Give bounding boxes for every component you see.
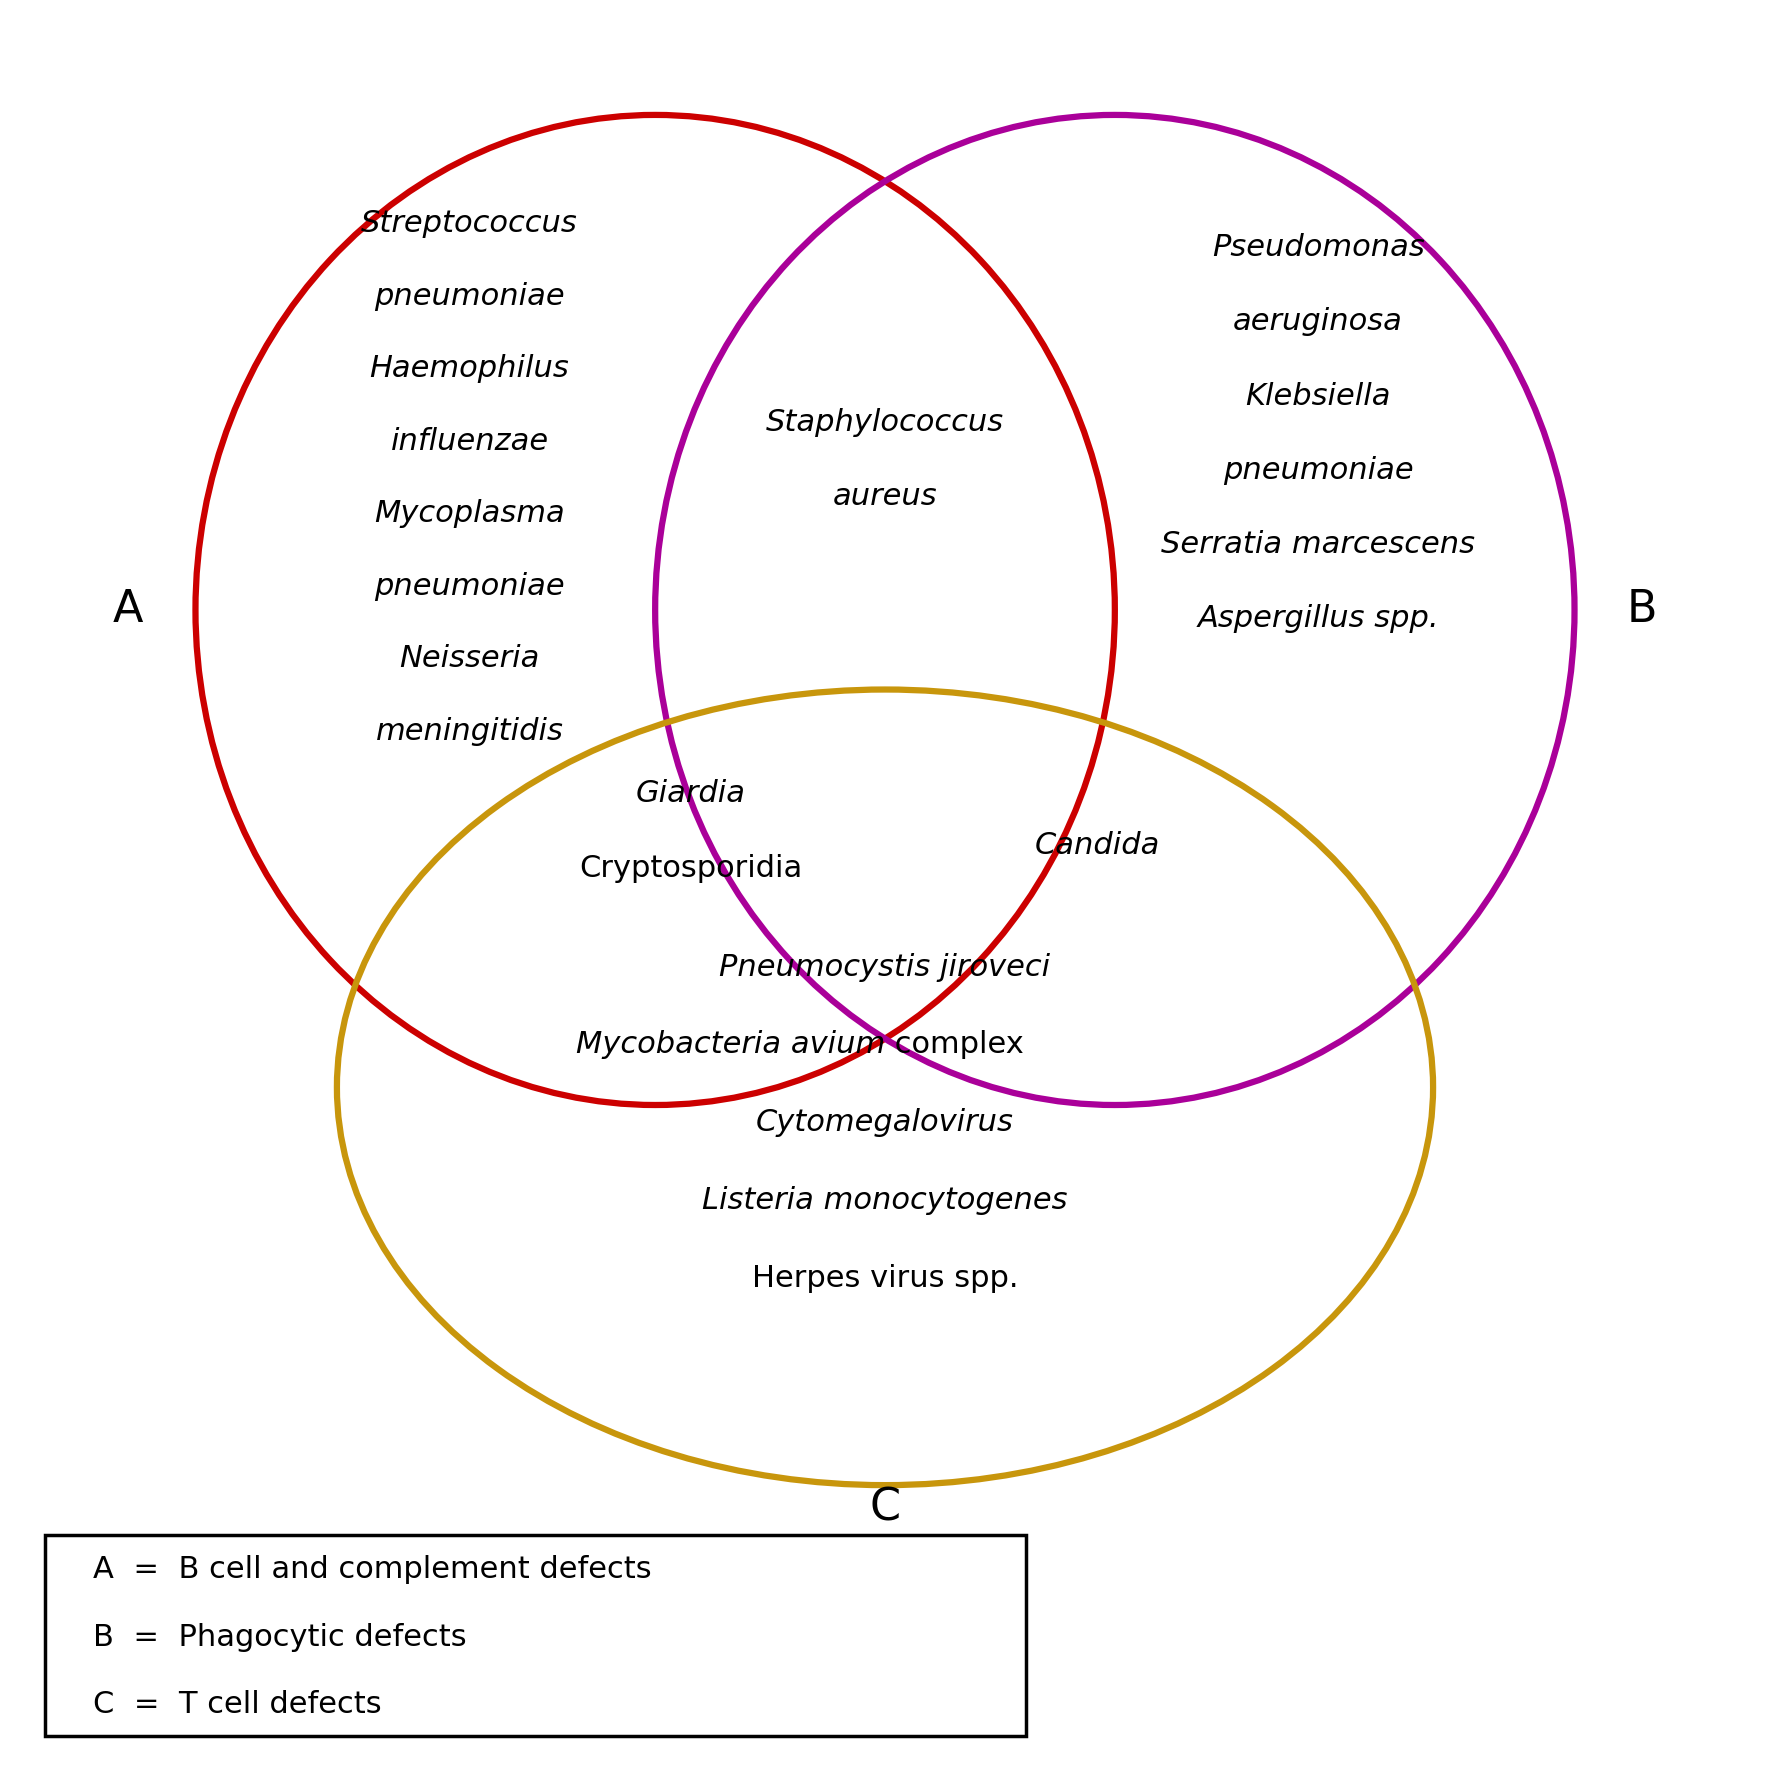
Text: Aspergillus spp.: Aspergillus spp. [1197,605,1439,633]
Text: B: B [1627,589,1657,631]
Text: complex: complex [885,1031,1023,1059]
Text: Pneumocystis jiroveci: Pneumocystis jiroveci [719,953,1051,981]
Text: Giardia: Giardia [635,780,745,808]
Text: aeruginosa: aeruginosa [1234,308,1404,336]
Text: meningitidis: meningitidis [375,716,563,746]
Text: pneumoniae: pneumoniae [373,281,565,311]
Text: pneumoniae: pneumoniae [1223,456,1414,484]
Text: aureus: aureus [832,483,938,511]
Text: Haemophilus: Haemophilus [370,354,570,384]
Text: C  =  T cell defects: C = T cell defects [94,1690,382,1718]
Text: Serratia marcescens: Serratia marcescens [1161,530,1474,559]
Text: Staphylococcus: Staphylococcus [766,408,1004,437]
Text: Candida: Candida [1034,831,1159,859]
Text: Streptococcus: Streptococcus [361,209,577,239]
Text: Mycoplasma: Mycoplasma [373,499,565,529]
Text: Neisseria: Neisseria [400,644,540,674]
Text: B  =  Phagocytic defects: B = Phagocytic defects [94,1623,467,1651]
Text: Cryptosporidia: Cryptosporidia [579,854,802,882]
Text: Listeria monocytogenes: Listeria monocytogenes [703,1186,1067,1215]
Text: Klebsiella: Klebsiella [1246,382,1391,410]
Text: C: C [869,1487,901,1529]
Text: A  =  B cell and complement defects: A = B cell and complement defects [94,1556,651,1584]
Text: Mycobacteria avium: Mycobacteria avium [575,1031,885,1059]
Text: Cytomegalovirus: Cytomegalovirus [756,1109,1014,1137]
Text: Pseudomonas: Pseudomonas [1212,233,1425,262]
Text: pneumoniae: pneumoniae [373,571,565,601]
Bar [46,1535,1027,1736]
Text: A: A [113,589,143,631]
Text: Herpes virus spp.: Herpes virus spp. [752,1264,1018,1292]
Text: influenzae: influenzae [391,426,549,456]
